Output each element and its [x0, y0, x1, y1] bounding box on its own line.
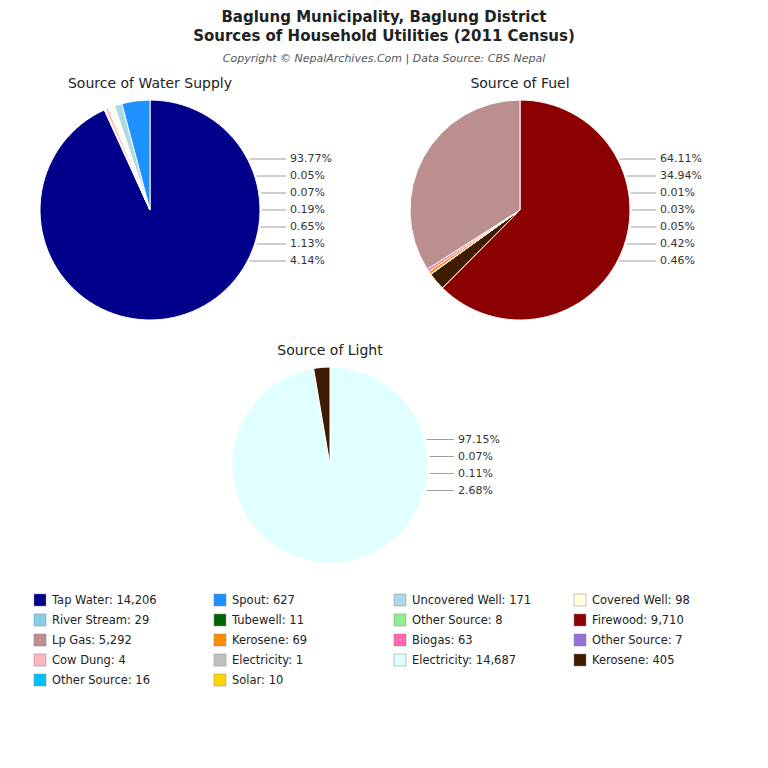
pie-slice	[122, 100, 150, 210]
legend-swatch	[574, 634, 586, 646]
legend-label: Cow Dung: 4	[52, 653, 126, 667]
leader-line	[619, 261, 656, 262]
annotation: 1.13%	[290, 237, 325, 250]
legend-swatch	[214, 614, 226, 626]
annotation: 97.15%	[458, 433, 500, 446]
leader-line	[249, 159, 286, 160]
legend-label: Other Source: 8	[412, 613, 503, 627]
legend-swatch	[214, 674, 226, 686]
leader-line	[249, 261, 286, 262]
legend: Tap Water: 14,206 River Stream: 29 Lp Gas:…	[34, 593, 690, 687]
annotation: 93.77%	[290, 152, 332, 165]
annotation: 0.01%	[660, 186, 695, 199]
annotation: 0.42%	[660, 237, 695, 250]
legend-swatch	[34, 674, 46, 686]
leader-line	[261, 193, 286, 194]
legend-label: Other Source: 7	[592, 633, 683, 647]
leader-line	[427, 439, 454, 440]
chart-root: Baglung Municipality, Baglung DistrictSo…	[0, 0, 768, 768]
legend-label: Kerosene: 69	[232, 633, 307, 647]
legend-swatch	[394, 614, 406, 626]
pie-chart: Source of Fuel 64.11% 34.94% 0.01% 0.03% 0.05…	[410, 75, 702, 320]
slices	[40, 100, 260, 320]
annotation: 0.11%	[458, 467, 493, 480]
annotation: 64.11%	[660, 152, 702, 165]
annotation: 0.03%	[660, 203, 695, 216]
annotation: 34.94%	[660, 169, 702, 182]
legend-label: Lp Gas: 5,292	[52, 633, 132, 647]
annotation: 0.07%	[458, 450, 493, 463]
annotation: 0.05%	[660, 220, 695, 233]
legend-swatch	[394, 634, 406, 646]
pie-slice	[410, 100, 520, 269]
leader-line	[427, 490, 454, 491]
legend-swatch	[394, 594, 406, 606]
leader-line	[631, 227, 656, 228]
leader-line	[627, 244, 656, 245]
subtitle: Copyright © NepalArchives.Com | Data Sou…	[223, 52, 545, 65]
leader-line	[632, 210, 656, 211]
legend-swatch	[34, 654, 46, 666]
legend-swatch	[574, 654, 586, 666]
legend-label: Kerosene: 405	[592, 653, 674, 667]
slices	[232, 367, 428, 563]
leader-line	[430, 473, 454, 474]
legend-swatch	[574, 594, 586, 606]
chart-title: Source of Fuel	[470, 75, 569, 91]
legend-swatch	[34, 594, 46, 606]
leader-line	[257, 176, 286, 177]
legend-swatch	[34, 614, 46, 626]
legend-label: Electricity: 14,687	[412, 653, 516, 667]
leader-line	[430, 456, 454, 457]
chart-title: Source of Water Supply	[68, 75, 232, 91]
legend-label: Other Source: 16	[52, 673, 150, 687]
annotation: 0.07%	[290, 186, 325, 199]
leader-line	[631, 193, 656, 194]
pie-slice	[40, 100, 260, 320]
annotation: 2.68%	[458, 484, 493, 497]
legend-label: Tap Water: 14,206	[51, 593, 157, 607]
pie-chart: Source of Water Supply 93.77% 0.05% 0.07% 0.…	[40, 75, 332, 320]
legend-label: River Stream: 29	[52, 613, 149, 627]
legend-swatch	[34, 634, 46, 646]
legend-swatch	[214, 654, 226, 666]
annotation: 0.05%	[290, 169, 325, 182]
leader-line	[257, 244, 286, 245]
annotation: 0.65%	[290, 220, 325, 233]
legend-label: Solar: 10	[232, 673, 283, 687]
legend-swatch	[394, 654, 406, 666]
legend-label: Electricity: 1	[232, 653, 303, 667]
chart-title: Source of Light	[277, 342, 383, 358]
annotation: 0.19%	[290, 203, 325, 216]
leader-line	[619, 159, 656, 160]
legend-label: Uncovered Well: 171	[412, 593, 531, 607]
legend-swatch	[214, 634, 226, 646]
legend-swatch	[574, 614, 586, 626]
legend-label: Spout: 627	[232, 593, 295, 607]
legend-label: Covered Well: 98	[592, 593, 690, 607]
slices	[410, 100, 630, 320]
pie-chart: Source of Light 97.15% 0.07% 0.11% 2.68%	[232, 342, 500, 563]
leader-line	[262, 210, 286, 211]
annotation: 0.46%	[660, 254, 695, 267]
leader-line	[261, 227, 286, 228]
pie-slice	[232, 367, 428, 563]
pie-slice	[314, 367, 330, 465]
legend-label: Firewood: 9,710	[592, 613, 684, 627]
leader-line	[627, 176, 656, 177]
legend-label: Tubewell: 11	[231, 613, 304, 627]
legend-label: Biogas: 63	[412, 633, 473, 647]
legend-swatch	[214, 594, 226, 606]
annotation: 4.14%	[290, 254, 325, 267]
title: Baglung Municipality, Baglung DistrictSo…	[193, 8, 575, 45]
